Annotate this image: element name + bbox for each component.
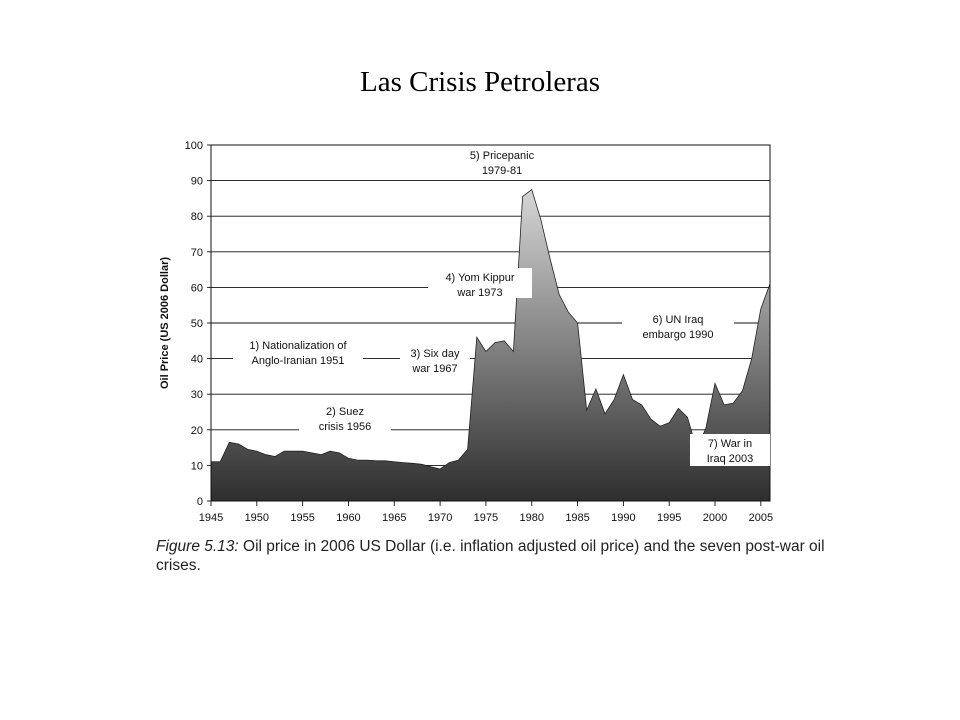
annotation-text: Iraq 2003: [707, 453, 753, 465]
annotation-text: 1979-81: [482, 165, 522, 177]
x-tick-label: 1945: [199, 512, 223, 524]
annotation-5: 5) Pricepanic 1979-81: [454, 146, 550, 177]
x-tick-label: 1960: [336, 512, 360, 524]
annotation-text: war 1967: [411, 363, 457, 375]
x-tick-label: 1950: [245, 512, 269, 524]
x-tick-label: 1975: [474, 512, 498, 524]
y-tick-label: 80: [191, 211, 203, 223]
y-tick-label: 0: [197, 496, 203, 508]
annotations: 1) Nationalization of Anglo-Iranian 1951 2…: [233, 146, 770, 466]
annotation-4: 4) Yom Kippur war 1973: [428, 268, 532, 299]
x-tick-label: 2000: [703, 512, 727, 524]
annotation-6: 6) UN Iraq embargo 1990: [622, 310, 734, 341]
annotation-background: [299, 402, 391, 432]
x-tick-label: 1985: [565, 512, 589, 524]
x-tick-label: 1965: [382, 512, 406, 524]
annotation-text: 4) Yom Kippur: [445, 272, 514, 284]
y-tick-label: 50: [191, 318, 203, 330]
figure-caption: Figure 5.13: Oil price in 2006 US Dollar…: [156, 537, 836, 575]
annotation-background: [233, 336, 363, 366]
annotation-2: 2) Suez crisis 1956: [299, 402, 391, 433]
annotation-text: 3) Six day: [411, 348, 460, 360]
x-tick-label: 1980: [519, 512, 543, 524]
slide-title: Las Crisis Petroleras: [359, 66, 600, 98]
x-tick-label: 1955: [290, 512, 314, 524]
y-tick-label: 10: [191, 460, 203, 472]
x-tick-label: 2005: [749, 512, 773, 524]
y-tick-label: 60: [191, 282, 203, 294]
annotation-1: 1) Nationalization of Anglo-Iranian 1951: [233, 336, 363, 367]
y-tick-label: 90: [191, 176, 203, 188]
annotation-text: 7) War in: [708, 438, 752, 450]
y-tick-label: 100: [185, 140, 203, 152]
annotation-text: 1) Nationalization of: [249, 340, 347, 352]
x-tick-label: 1970: [428, 512, 452, 524]
annotation-background: [400, 344, 470, 374]
annotation-background: [622, 310, 734, 340]
annotation-7: 7) War in Iraq 2003: [690, 434, 770, 466]
y-tick-label: 40: [191, 354, 203, 366]
annotation-text: 5) Pricepanic: [470, 150, 535, 162]
annotation-background: [690, 434, 770, 466]
annotation-background: [454, 146, 550, 176]
annotation-text: embargo 1990: [643, 329, 714, 341]
annotation-background: [428, 268, 532, 298]
x-tick-label: 1990: [611, 512, 635, 524]
caption-figure-label: Figure 5.13:: [156, 538, 239, 555]
y-tick-label: 70: [191, 247, 203, 259]
annotation-text: 2) Suez: [326, 406, 364, 418]
caption-text: Oil price in 2006 US Dollar (i.e. inflat…: [156, 538, 825, 574]
annotation-text: Anglo-Iranian 1951: [252, 355, 345, 367]
oil-price-area: [210, 188, 771, 502]
x-tick-labels: 1945 1950 1955 1960 1965 1970 1975 1980 1985 1990…: [199, 501, 773, 524]
y-tick-label: 30: [191, 389, 203, 401]
y-axis-label: Oil Price (US 2006 Dollar): [159, 257, 171, 389]
annotation-text: 6) UN Iraq: [653, 314, 704, 326]
y-tick-labels: 0 10 20 30 40 50 60 70 80 90 100: [185, 140, 211, 508]
annotation-3: 3) Six day war 1967: [400, 344, 470, 375]
annotation-text: crisis 1956: [319, 421, 372, 433]
x-tick-label: 1995: [657, 512, 681, 524]
annotation-text: war 1973: [456, 287, 502, 299]
y-tick-label: 20: [191, 425, 203, 437]
